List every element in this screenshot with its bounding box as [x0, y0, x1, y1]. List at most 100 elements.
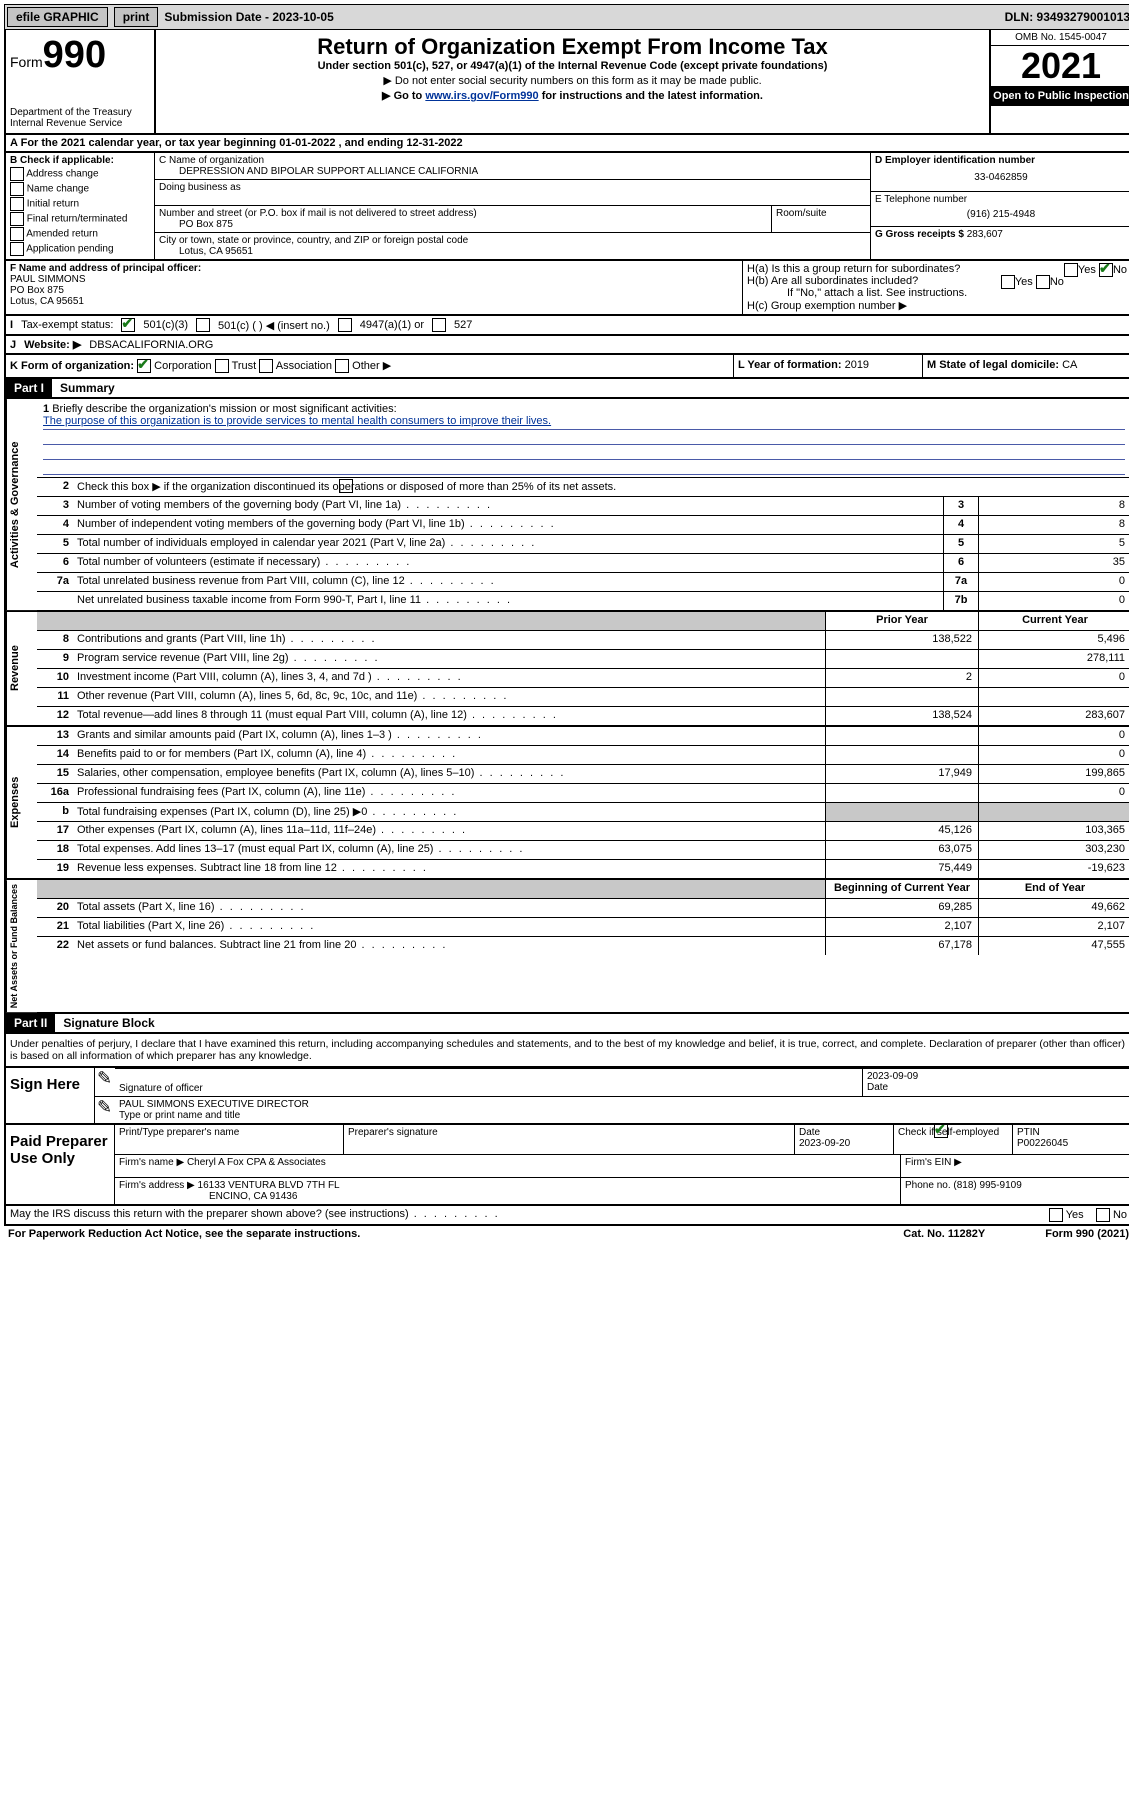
ha-no[interactable]: [1099, 263, 1113, 277]
tel-label: E Telephone number: [875, 194, 1127, 205]
check-corp[interactable]: [137, 359, 151, 373]
prep-date-value: 2023-09-20: [799, 1138, 889, 1149]
check-4947[interactable]: [338, 318, 352, 332]
sig-date-value: 2023-09-09: [867, 1071, 1127, 1082]
ha-yes[interactable]: [1064, 263, 1078, 277]
check-name-change[interactable]: Name change: [10, 182, 150, 196]
room-label: Room/suite: [772, 206, 870, 232]
sign-here-block: Sign Here ✎ Signature of officer 2023-09…: [4, 1068, 1129, 1125]
footer-discuss: May the IRS discuss this return with the…: [4, 1206, 1129, 1226]
row-klm: K Form of organization: Corporation Trus…: [4, 355, 1129, 379]
tax-year: 2021: [991, 46, 1129, 86]
check-amended-return[interactable]: Amended return: [10, 227, 150, 241]
row-a-period: A For the 2021 calendar year, or tax yea…: [4, 135, 1129, 153]
dln-label: DLN: 93493279001013: [1005, 10, 1129, 24]
check-final-return[interactable]: Final return/terminated: [10, 212, 150, 226]
check-501c3[interactable]: [121, 318, 135, 332]
submission-date: Submission Date - 2023-10-05: [164, 10, 333, 24]
sig-date-label: Date: [867, 1082, 1127, 1093]
tab-expenses: Expenses: [6, 727, 37, 878]
summary-line: 12Total revenue—add lines 8 through 11 (…: [37, 707, 1129, 725]
print-button[interactable]: print: [114, 7, 159, 27]
section-c: C Name of organization DEPRESSION AND BI…: [155, 153, 870, 259]
summary-governance: Activities & Governance 1 Briefly descri…: [4, 399, 1129, 612]
irs-label: Internal Revenue Service: [10, 118, 150, 129]
summary-line: 13Grants and similar amounts paid (Part …: [37, 727, 1129, 746]
summary-line: 21Total liabilities (Part X, line 26)2,1…: [37, 918, 1129, 937]
tab-governance: Activities & Governance: [6, 399, 37, 610]
cat-no: Cat. No. 11282Y: [903, 1228, 985, 1240]
block-bcdeg: B Check if applicable: Address change Na…: [4, 153, 1129, 261]
section-deg: D Employer identification number 33-0462…: [870, 153, 1129, 259]
summary-revenue: Revenue Prior Year Current Year 8Contrib…: [4, 612, 1129, 727]
col-prior-year: Prior Year: [825, 612, 978, 630]
discuss-yes[interactable]: [1049, 1208, 1063, 1222]
pen-icon: ✎: [95, 1068, 115, 1096]
row-j: J Website: ▶ DBSACALIFORNIA.ORG: [4, 336, 1129, 355]
ein-value: 33-0462859: [875, 166, 1127, 189]
open-inspection: Open to Public Inspection: [991, 86, 1129, 106]
check-501c[interactable]: [196, 318, 210, 332]
firm-phone: (818) 995-9109: [953, 1180, 1021, 1191]
section-b: B Check if applicable: Address change Na…: [6, 153, 155, 259]
check-assoc[interactable]: [259, 359, 273, 373]
paid-preparer-label: Paid Preparer Use Only: [6, 1125, 115, 1204]
summary-line: 11Other revenue (Part VIII, column (A), …: [37, 688, 1129, 707]
prep-sig-label: Preparer's signature: [344, 1125, 795, 1154]
summary-line: bTotal fundraising expenses (Part IX, co…: [37, 803, 1129, 822]
declaration-text: Under penalties of perjury, I declare th…: [4, 1034, 1129, 1068]
form-title: Return of Organization Exempt From Incom…: [164, 34, 981, 60]
sig-officer-label: Signature of officer: [119, 1083, 858, 1094]
check-self-employed[interactable]: [934, 1124, 948, 1138]
note-1: ▶ Do not enter social security numbers o…: [164, 74, 981, 87]
check-trust[interactable]: [215, 359, 229, 373]
state-domicile: CA: [1062, 359, 1077, 371]
form-ref: Form 990 (2021): [1045, 1228, 1129, 1240]
part2-header: Part II Signature Block: [4, 1014, 1129, 1034]
summary-line: 9Program service revenue (Part VIII, lin…: [37, 650, 1129, 669]
gov-line: 6Total number of volunteers (estimate if…: [37, 554, 1129, 573]
gov-line: 7aTotal unrelated business revenue from …: [37, 573, 1129, 592]
form-number: 990: [43, 34, 106, 76]
summary-netassets: Net Assets or Fund Balances Beginning of…: [4, 880, 1129, 1014]
form-header: Form990 Department of the Treasury Inter…: [4, 30, 1129, 135]
header-middle: Return of Organization Exempt From Incom…: [156, 30, 989, 133]
top-bar: efile GRAPHIC print Submission Date - 20…: [4, 4, 1129, 30]
tab-netassets: Net Assets or Fund Balances: [6, 880, 37, 1012]
officer-addr2: Lotus, CA 95651: [10, 296, 738, 307]
tab-revenue: Revenue: [6, 612, 37, 725]
addr-value: PO Box 875: [159, 219, 767, 230]
summary-line: 8Contributions and grants (Part VIII, li…: [37, 631, 1129, 650]
dba-label: Doing business as: [159, 182, 866, 193]
check-discontinued[interactable]: [339, 479, 353, 493]
check-initial-return[interactable]: Initial return: [10, 197, 150, 211]
check-527[interactable]: [432, 318, 446, 332]
gov-line: 5Total number of individuals employed in…: [37, 535, 1129, 554]
discuss-no[interactable]: [1096, 1208, 1110, 1222]
check-address-change[interactable]: Address change: [10, 167, 150, 181]
gov-line: 4Number of independent voting members of…: [37, 516, 1129, 535]
firm-ein-label: Firm's EIN ▶: [901, 1155, 1129, 1177]
hb-yes[interactable]: [1001, 275, 1015, 289]
check-other[interactable]: [335, 359, 349, 373]
section-h: H(a) Is this a group return for subordin…: [742, 261, 1129, 314]
summary-line: 18Total expenses. Add lines 13–17 (must …: [37, 841, 1129, 860]
col-begin-year: Beginning of Current Year: [825, 880, 978, 898]
check-application-pending[interactable]: Application pending: [10, 242, 150, 256]
header-right: OMB No. 1545-0047 2021 Open to Public In…: [989, 30, 1129, 133]
org-name-value: DEPRESSION AND BIPOLAR SUPPORT ALLIANCE …: [159, 166, 866, 177]
name-title-label: Type or print name and title: [119, 1110, 1127, 1121]
row-i: I Tax-exempt status: 501(c)(3) 501(c) ( …: [4, 316, 1129, 336]
tel-value: (916) 215-4948: [875, 205, 1127, 224]
gross-label: G Gross receipts $: [875, 229, 964, 240]
paid-preparer-block: Paid Preparer Use Only Print/Type prepar…: [4, 1125, 1129, 1206]
col-end-year: End of Year: [978, 880, 1129, 898]
summary-line: 15Salaries, other compensation, employee…: [37, 765, 1129, 784]
firm-addr1: 16133 VENTURA BLVD 7TH FL: [198, 1180, 340, 1191]
officer-name: PAUL SIMMONS: [10, 274, 738, 285]
form-subtitle: Under section 501(c), 527, or 4947(a)(1)…: [164, 60, 981, 72]
officer-addr1: PO Box 875: [10, 285, 738, 296]
irs-link[interactable]: www.irs.gov/Form990: [425, 90, 538, 102]
summary-line: 16aProfessional fundraising fees (Part I…: [37, 784, 1129, 803]
hb-no[interactable]: [1036, 275, 1050, 289]
